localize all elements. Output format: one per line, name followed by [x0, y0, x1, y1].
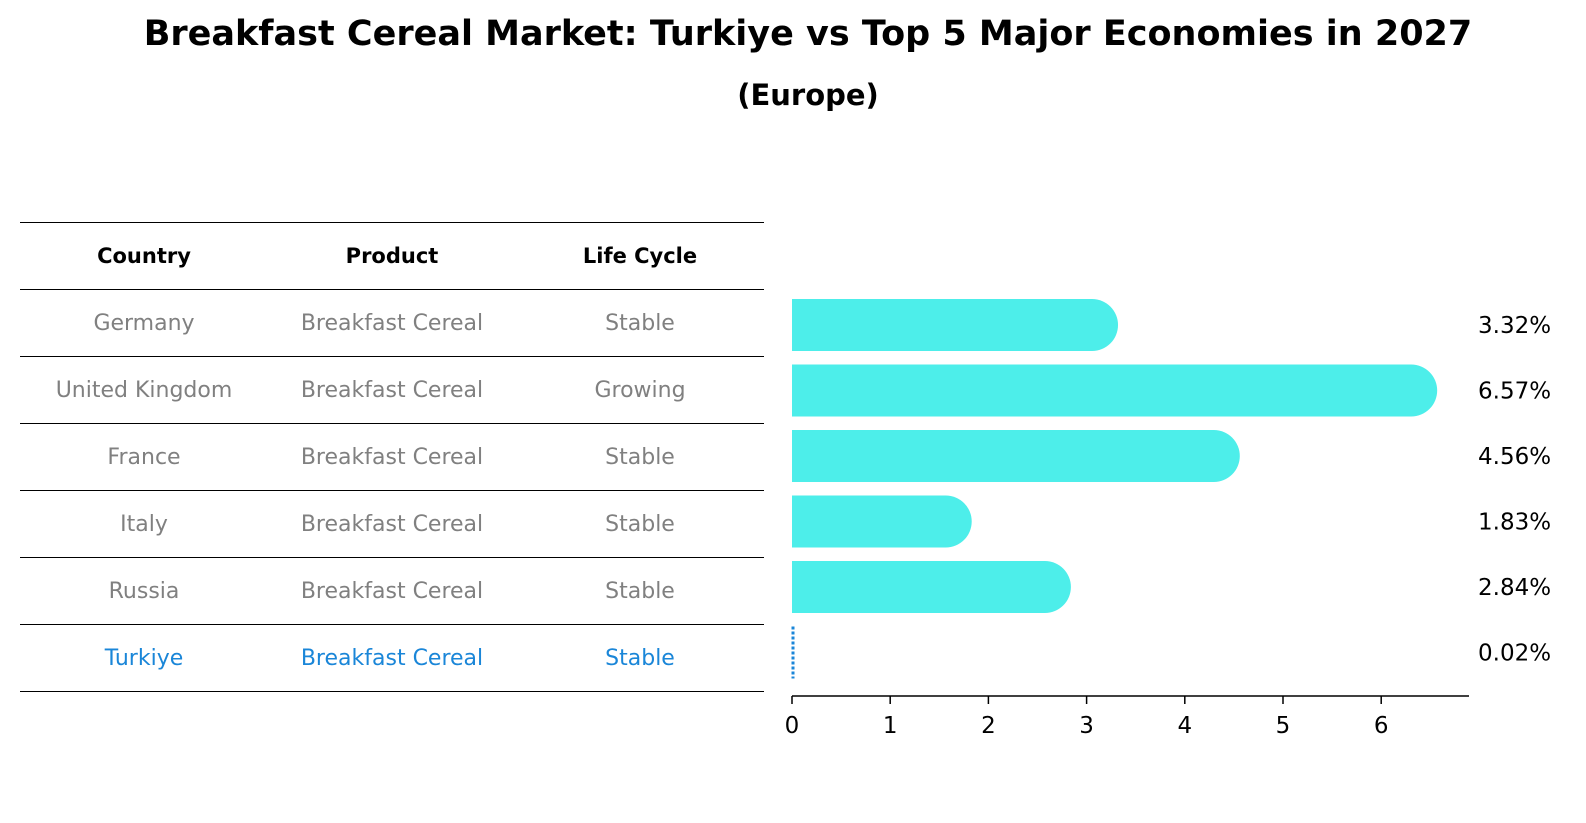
cell-life-cycle: Growing: [594, 377, 686, 403]
value-label: 1.83%: [1478, 510, 1551, 536]
value-label: 2.84%: [1478, 575, 1551, 601]
x-tick-label: 5: [1276, 713, 1291, 739]
cell-country: Italy: [120, 511, 168, 537]
header-life-cycle: Life Cycle: [582, 244, 698, 268]
bar: [792, 364, 1438, 417]
data-table: Country Product Life Cycle Germany Break…: [20, 222, 764, 692]
x-tick-label: 6: [1374, 713, 1389, 739]
x-tick-label: 4: [1177, 713, 1192, 739]
value-label: 3.32%: [1478, 313, 1551, 339]
table-row: France Breakfast Cereal Stable: [20, 423, 764, 490]
cell-life-cycle: Stable: [605, 645, 675, 671]
cell-country: France: [107, 444, 181, 470]
x-tick-label: 2: [981, 713, 996, 739]
cell-product: Breakfast Cereal: [300, 578, 484, 604]
cell-product: Breakfast Cereal: [300, 511, 484, 537]
cell-life-cycle: Stable: [605, 578, 675, 604]
cell-life-cycle: Stable: [605, 511, 675, 537]
cell-country: Germany: [93, 310, 195, 336]
cell-life-cycle: Stable: [605, 444, 675, 470]
chart-subtitle: (Europe): [737, 78, 879, 112]
bar: [792, 299, 1119, 351]
cell-product: Breakfast Cereal: [300, 310, 484, 336]
bar: [792, 495, 972, 548]
cell-country: United Kingdom: [55, 377, 233, 403]
bar: [792, 430, 1240, 482]
cell-country: Russia: [108, 578, 180, 604]
value-label: 4.56%: [1478, 444, 1551, 470]
chart-title: Breakfast Cereal Market: Turkiye vs Top …: [143, 14, 1473, 54]
header-product: Product: [345, 244, 439, 268]
cell-product: Breakfast Cereal: [300, 444, 484, 470]
table-row: United Kingdom Breakfast Cereal Growing: [20, 356, 764, 423]
cell-life-cycle: Stable: [605, 310, 675, 336]
header-country: Country: [97, 244, 191, 268]
table-row-highlight: Turkiye Breakfast Cereal Stable: [20, 624, 764, 692]
x-tick-label: 0: [785, 713, 800, 739]
value-label: 0.02%: [1478, 641, 1551, 667]
table-row: Russia Breakfast Cereal Stable: [20, 557, 764, 624]
cell-product: Breakfast Cereal: [300, 645, 484, 671]
table-row: Italy Breakfast Cereal Stable: [20, 490, 764, 557]
bar: [792, 561, 1071, 613]
x-tick-label: 3: [1079, 713, 1094, 739]
x-tick-label: 1: [883, 713, 898, 739]
value-label: 6.57%: [1478, 379, 1551, 405]
table-header-row: Country Product Life Cycle: [20, 222, 764, 289]
cell-product: Breakfast Cereal: [300, 377, 484, 403]
cell-country: Turkiye: [104, 645, 184, 671]
table-row: Germany Breakfast Cereal Stable: [20, 289, 764, 356]
